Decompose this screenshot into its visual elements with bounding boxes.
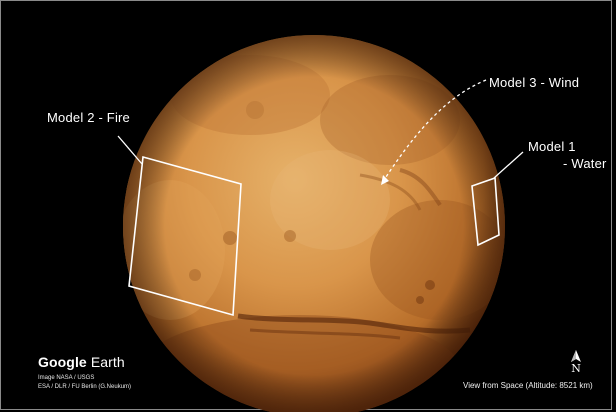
view-altitude-text: View from Space (Altitude: 8521 km)	[463, 381, 593, 390]
brand-earth: Earth	[90, 354, 125, 370]
mars-globe	[123, 35, 505, 412]
model2-label: Model 2 - Fire	[47, 110, 130, 125]
model1-water-region[interactable]	[471, 151, 524, 247]
north-label: N	[571, 362, 581, 375]
brand-google: Google	[38, 354, 87, 370]
image-credit-line-1: Image NASA / USGS	[38, 375, 95, 381]
model3-wind-arrow	[381, 79, 487, 185]
model1-label: Model 1	[528, 139, 576, 154]
model1-sublabel: - Water	[563, 156, 607, 171]
google-earth-logo: Google Earth	[38, 354, 125, 370]
model2-fire-region[interactable]	[117, 135, 242, 317]
model3-label: Model 3 - Wind	[489, 75, 580, 90]
north-arrow-icon	[571, 350, 581, 362]
north-compass[interactable]: N	[568, 350, 584, 374]
image-credit-line-2: ESA / DLR / FU Berlin (G.Neukum)	[38, 384, 132, 390]
